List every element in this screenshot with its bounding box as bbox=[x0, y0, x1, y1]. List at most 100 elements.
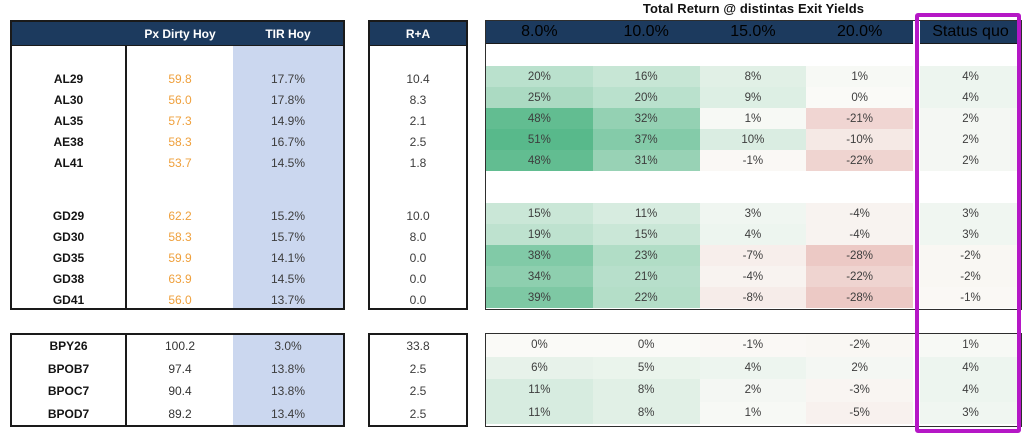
table-row: 1.8 bbox=[370, 152, 466, 173]
status-quo-cell: 2% bbox=[920, 108, 1021, 129]
spacer-cell bbox=[12, 173, 127, 205]
ra-table-top: R+A 10.4 8.3 2.1 2.5 1.8 10.0 8.0 0.0 0.0 0.0 bbox=[368, 20, 468, 310]
heatmap-row: 34% 21% -4% -22% -2% bbox=[486, 266, 1021, 287]
table-row: 2.5 bbox=[370, 358, 466, 381]
bond-table-body: BPY26 100.2 3.0% BPOB7 97.4 13.8% BPOC7 90.4 13.… bbox=[12, 335, 343, 425]
ra-column-header: R+A bbox=[405, 26, 431, 41]
px-dirty-cell: 57.3 bbox=[168, 113, 192, 128]
return-cell: 38% bbox=[486, 245, 593, 266]
table-row: GD41 56.0 13.7% bbox=[12, 289, 343, 308]
gap-cell bbox=[913, 87, 920, 108]
table-row: 2.1 bbox=[370, 110, 466, 131]
ticker-cell: AE38 bbox=[12, 131, 127, 152]
return-cell: 2% bbox=[699, 379, 807, 402]
heatmap-row: 39% 22% -8% -28% -1% bbox=[486, 287, 1021, 308]
return-cell: -5% bbox=[806, 401, 913, 424]
ra-table-header: R+A bbox=[370, 22, 466, 46]
status-quo-cell: 4% bbox=[920, 379, 1021, 402]
ticker-cell: GD38 bbox=[12, 268, 127, 289]
return-cell: 8% bbox=[592, 379, 700, 402]
table-row: GD29 62.2 15.2% bbox=[12, 205, 343, 226]
tir-cell: 14.1% bbox=[233, 247, 343, 268]
px-dirty-cell: 97.4 bbox=[168, 361, 192, 376]
table-row: 2.5 bbox=[370, 380, 466, 403]
gap-cell bbox=[913, 266, 920, 287]
tir-cell: 13.8% bbox=[233, 357, 343, 380]
tir-hoy-header: TIR Hoy bbox=[265, 26, 311, 41]
ra-table-body: 33.8 2.5 2.5 2.5 bbox=[370, 335, 466, 425]
tir-cell: 13.4% bbox=[233, 402, 343, 425]
return-cell: -28% bbox=[806, 287, 913, 308]
px-dirty-cell: 62.2 bbox=[168, 208, 192, 223]
table-row: BPY26 100.2 3.0% bbox=[12, 335, 343, 358]
table-row: 33.8 bbox=[370, 335, 466, 358]
heatmap-row: 15% 11% 3% -4% 3% bbox=[486, 203, 1021, 224]
tir-cell: 16.7% bbox=[233, 131, 343, 152]
table-row: 8.3 bbox=[370, 89, 466, 110]
gap-cell bbox=[913, 401, 920, 424]
tir-cell: 14.5% bbox=[233, 152, 343, 173]
table-row: AL29 59.8 17.7% bbox=[12, 68, 343, 89]
return-cell: 11% bbox=[486, 401, 593, 424]
status-quo-cell: 2% bbox=[920, 129, 1021, 150]
return-cell: 1% bbox=[699, 401, 807, 424]
return-cell: -22% bbox=[806, 266, 913, 287]
return-cell: 19% bbox=[486, 224, 593, 245]
heatmap-table-bottom: 0% 0% -1% -2% 1% 6% 5% 4% 2% 4% 11% 8% 2% -3% 4% 11% 8% 1… bbox=[485, 333, 1022, 427]
heatmap-row: 19% 15% 4% -4% 3% bbox=[486, 224, 1021, 245]
ticker-cell: BPOB7 bbox=[12, 357, 127, 380]
gap-cell bbox=[913, 334, 920, 357]
return-cell: 1% bbox=[806, 66, 913, 87]
px-dirty-cell: 63.9 bbox=[168, 271, 192, 286]
heatmap-row: 48% 31% -1% -22% 2% bbox=[486, 150, 1021, 171]
status-quo-cell: 2% bbox=[920, 150, 1021, 171]
return-cell: 20% bbox=[486, 66, 593, 87]
spacer-cell bbox=[233, 173, 343, 205]
ra-cell: 8.0 bbox=[409, 229, 427, 244]
spacer-row bbox=[12, 46, 343, 68]
spacer-row bbox=[486, 171, 1021, 203]
status-quo-cell: 3% bbox=[920, 203, 1021, 224]
return-cell: 20% bbox=[592, 87, 700, 108]
return-cell: 2% bbox=[806, 356, 913, 379]
return-cell: 6% bbox=[486, 356, 593, 379]
tir-cell: 17.8% bbox=[233, 89, 343, 110]
table-row: GD30 58.3 15.7% bbox=[12, 226, 343, 247]
ra-table-bottom: 33.8 2.5 2.5 2.5 bbox=[368, 333, 468, 427]
status-quo-cell: -2% bbox=[920, 245, 1021, 266]
table-row: 0.0 bbox=[370, 268, 466, 289]
table-row: 2.5 bbox=[370, 403, 466, 426]
tir-cell: 14.5% bbox=[233, 268, 343, 289]
gap-cell bbox=[913, 245, 920, 266]
status-quo-cell: -1% bbox=[920, 287, 1021, 308]
heatmap-row: 48% 32% 1% -21% 2% bbox=[486, 108, 1021, 129]
return-cell: 51% bbox=[486, 129, 593, 150]
spacer-cell bbox=[233, 46, 343, 68]
bond-table-header: Px Dirty Hoy TIR Hoy bbox=[12, 22, 343, 46]
px-dirty-cell: 90.4 bbox=[168, 384, 192, 399]
px-dirty-cell: 58.3 bbox=[168, 134, 192, 149]
tir-cell: 15.7% bbox=[233, 226, 343, 247]
px-dirty-cell: 58.3 bbox=[168, 229, 192, 244]
return-cell: -4% bbox=[699, 266, 807, 287]
ra-cell: 2.5 bbox=[409, 406, 427, 421]
ra-cell: 2.5 bbox=[409, 361, 427, 376]
return-cell: -4% bbox=[806, 224, 913, 245]
ticker-cell: GD29 bbox=[12, 205, 127, 226]
table-row: AE38 58.3 16.7% bbox=[12, 131, 343, 152]
return-cell: -8% bbox=[699, 287, 807, 308]
heatmap-row: 0% 0% -1% -2% 1% bbox=[486, 334, 1021, 357]
ticker-cell: BPY26 bbox=[12, 335, 127, 358]
return-cell: 15% bbox=[592, 224, 700, 245]
return-cell: 11% bbox=[592, 203, 700, 224]
heatmap-row: 38% 23% -7% -28% -2% bbox=[486, 245, 1021, 266]
ra-cell: 2.5 bbox=[409, 134, 427, 149]
return-cell: -1% bbox=[699, 334, 807, 357]
return-cell: 48% bbox=[486, 150, 593, 171]
bond-table-top: Px Dirty Hoy TIR Hoy AL29 59.8 17.7% AL30 56… bbox=[10, 20, 345, 310]
spacer-row bbox=[370, 46, 466, 68]
return-cell: -21% bbox=[806, 108, 913, 129]
heatmap-row: 20% 16% 8% 1% 4% bbox=[486, 66, 1021, 87]
px-dirty-cell: 53.7 bbox=[168, 155, 192, 170]
gap-cell bbox=[913, 287, 920, 308]
